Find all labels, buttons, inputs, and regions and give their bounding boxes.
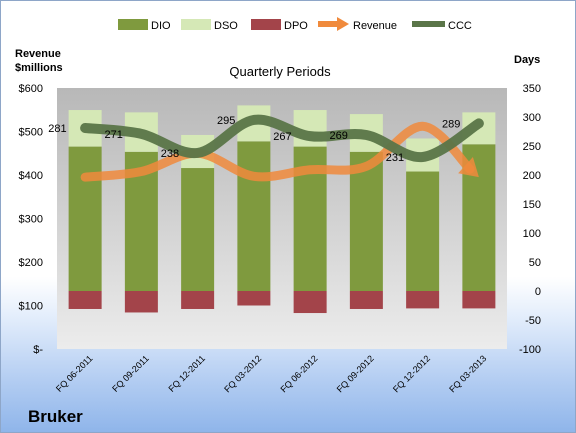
left-tick-label: $- (33, 344, 43, 356)
dpo-bar (406, 291, 440, 309)
dio-bar (349, 151, 383, 291)
dpo-bar (462, 291, 496, 309)
right-tick-label: 100 (523, 228, 541, 240)
dpo-bar (68, 291, 102, 309)
legend-swatch-dio (118, 19, 148, 30)
ccc-data-label: 289 (442, 118, 460, 130)
legend-swatch-dpo (251, 19, 281, 30)
right-tick-label: 250 (523, 141, 541, 153)
category-labels: FQ 06-2011 FQ 09-2011 FQ 12-2011 FQ 03-2012… (54, 353, 488, 394)
dpo-bar (124, 291, 158, 313)
left-tick-label: $600 (19, 83, 43, 95)
right-tick-label: 0 (535, 286, 541, 298)
right-tick-label: -100 (519, 344, 541, 356)
legend-label-dso: DSO (214, 20, 238, 32)
company-name: Bruker (28, 407, 83, 426)
ccc-data-label: 267 (273, 131, 291, 143)
chart-title: Quarterly Periods (229, 64, 331, 79)
dpo-bar (181, 291, 215, 309)
category-label: FQ 09-2012 (335, 353, 376, 394)
category-label: FQ 03-2012 (222, 353, 263, 394)
left-tick-label: $500 (19, 127, 43, 139)
category-label: FQ 06-2011 (54, 353, 95, 394)
left-axis-title-line1: Revenue (15, 48, 61, 60)
left-axis-ticks: $600 $500 $400 $300 $200 $100 $- (19, 83, 44, 356)
category-label: FQ 12-2011 (166, 353, 207, 394)
dpo-bar (237, 291, 271, 306)
right-tick-label: 300 (523, 112, 541, 124)
dio-bar (181, 168, 215, 291)
ccc-data-label: 269 (330, 130, 348, 142)
legend: DIO DSO DPO Revenue CCC (118, 17, 472, 32)
dio-bar (406, 171, 440, 291)
revenue-arrowhead (458, 156, 479, 178)
dio-bar (68, 146, 102, 291)
category-label: FQ 06-2012 (279, 353, 320, 394)
ccc-line (80, 114, 484, 163)
category-label: FQ 09-2011 (110, 353, 151, 394)
legend-label-dpo: DPO (284, 20, 308, 32)
legend-label-revenue: Revenue (353, 20, 397, 32)
ccc-data-label: 271 (105, 129, 123, 141)
dio-bar (237, 141, 271, 291)
legend-swatch-revenue (318, 17, 349, 31)
left-tick-label: $400 (19, 170, 43, 182)
ccc-data-label: 238 (161, 148, 179, 160)
right-tick-label: 200 (523, 170, 541, 182)
right-axis-ticks: 350 300 250 200 150 100 50 0 -50 -100 (519, 83, 541, 356)
legend-label-ccc: CCC (448, 20, 472, 32)
dpo-bar (349, 291, 383, 309)
ccc-data-label: 295 (217, 115, 235, 127)
left-axis-title-line2: $millions (15, 62, 63, 74)
right-tick-label: 50 (529, 257, 541, 269)
ccc-data-label: 231 (386, 152, 404, 164)
category-label: FQ 12-2012 (391, 353, 432, 394)
legend-label-dio: DIO (151, 20, 171, 32)
category-label: FQ 03-2013 (447, 353, 488, 394)
right-tick-label: 350 (523, 83, 541, 95)
legend-swatch-dso (181, 19, 211, 30)
lines-layer (80, 114, 484, 182)
right-axis-title: Days (514, 54, 540, 66)
right-tick-label: 150 (523, 199, 541, 211)
data-labels: 281 271 238 295 267 269 231 289 (48, 115, 460, 164)
revenue-line (80, 121, 475, 182)
dpo-bar (293, 291, 327, 314)
ccc-data-label: 281 (48, 123, 66, 135)
left-tick-label: $100 (19, 301, 43, 313)
left-tick-label: $300 (19, 214, 43, 226)
left-tick-label: $200 (19, 257, 43, 269)
right-tick-label: -50 (525, 315, 541, 327)
